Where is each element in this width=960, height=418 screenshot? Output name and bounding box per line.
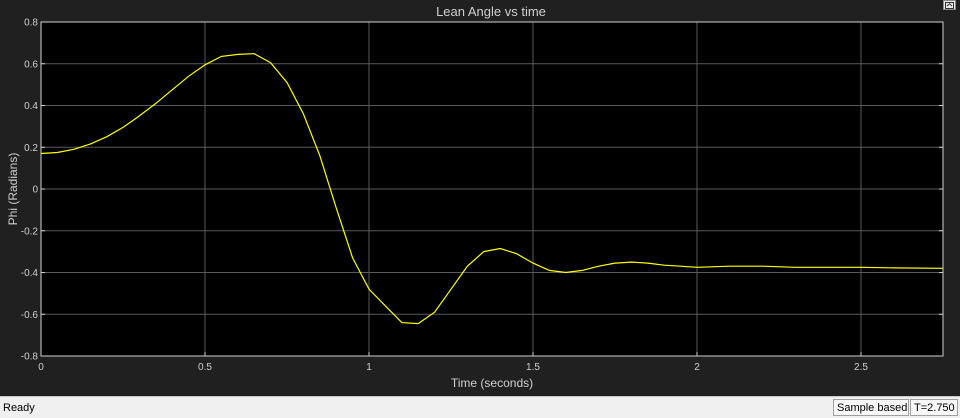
y-tick-label: 0.6 bbox=[24, 59, 38, 70]
simulation-time-indicator: T=2.750 bbox=[910, 399, 958, 416]
grid-lines bbox=[41, 22, 943, 356]
undock-icon[interactable] bbox=[943, 0, 956, 10]
series-layer bbox=[40, 53, 944, 325]
scope-plot-area: Lean Angle vs time 0 0.5 1 1.5 2 2.5 0.8 0.6 0.4… bbox=[6, 0, 956, 390]
y-axis-label: Phi (Radians) bbox=[6, 153, 20, 226]
axes-frame bbox=[40, 21, 944, 357]
y-tick-label: -0.4 bbox=[21, 268, 39, 279]
y-tick-label: 0 bbox=[32, 185, 38, 196]
y-tick-label: 0.8 bbox=[24, 18, 38, 29]
y-tick-label: 0.2 bbox=[24, 143, 38, 154]
status-bar: Ready Sample based T=2.750 bbox=[0, 396, 960, 418]
y-tick-label: -0.2 bbox=[21, 226, 39, 237]
x-tick-label: 2.5 bbox=[854, 362, 868, 373]
y-tick-label: -0.6 bbox=[21, 310, 39, 321]
series-line bbox=[40, 53, 944, 325]
chart-svg: Lean Angle vs time 0 0.5 1 1.5 2 2.5 0.8 0.6 0.4… bbox=[6, 4, 944, 390]
sample-mode-indicator[interactable]: Sample based bbox=[833, 399, 909, 416]
x-tick-label: 2 bbox=[694, 362, 700, 373]
y-tick-label: 0.4 bbox=[24, 101, 38, 112]
status-ready-text: Ready bbox=[3, 402, 35, 414]
x-tick-label: 0 bbox=[38, 362, 44, 373]
tick-marks: 0 0.5 1 1.5 2 2.5 0.8 0.6 0.4 0.2 0 -0.2 -0.4 -0.6 -0.… bbox=[21, 18, 944, 373]
x-axis-label: Time (seconds) bbox=[451, 376, 533, 390]
chart-title: Lean Angle vs time bbox=[436, 4, 546, 19]
y-tick-label: -0.8 bbox=[21, 352, 39, 363]
x-tick-label: 1.5 bbox=[526, 362, 540, 373]
x-tick-label: 0.5 bbox=[198, 362, 212, 373]
x-tick-label: 1 bbox=[366, 362, 372, 373]
